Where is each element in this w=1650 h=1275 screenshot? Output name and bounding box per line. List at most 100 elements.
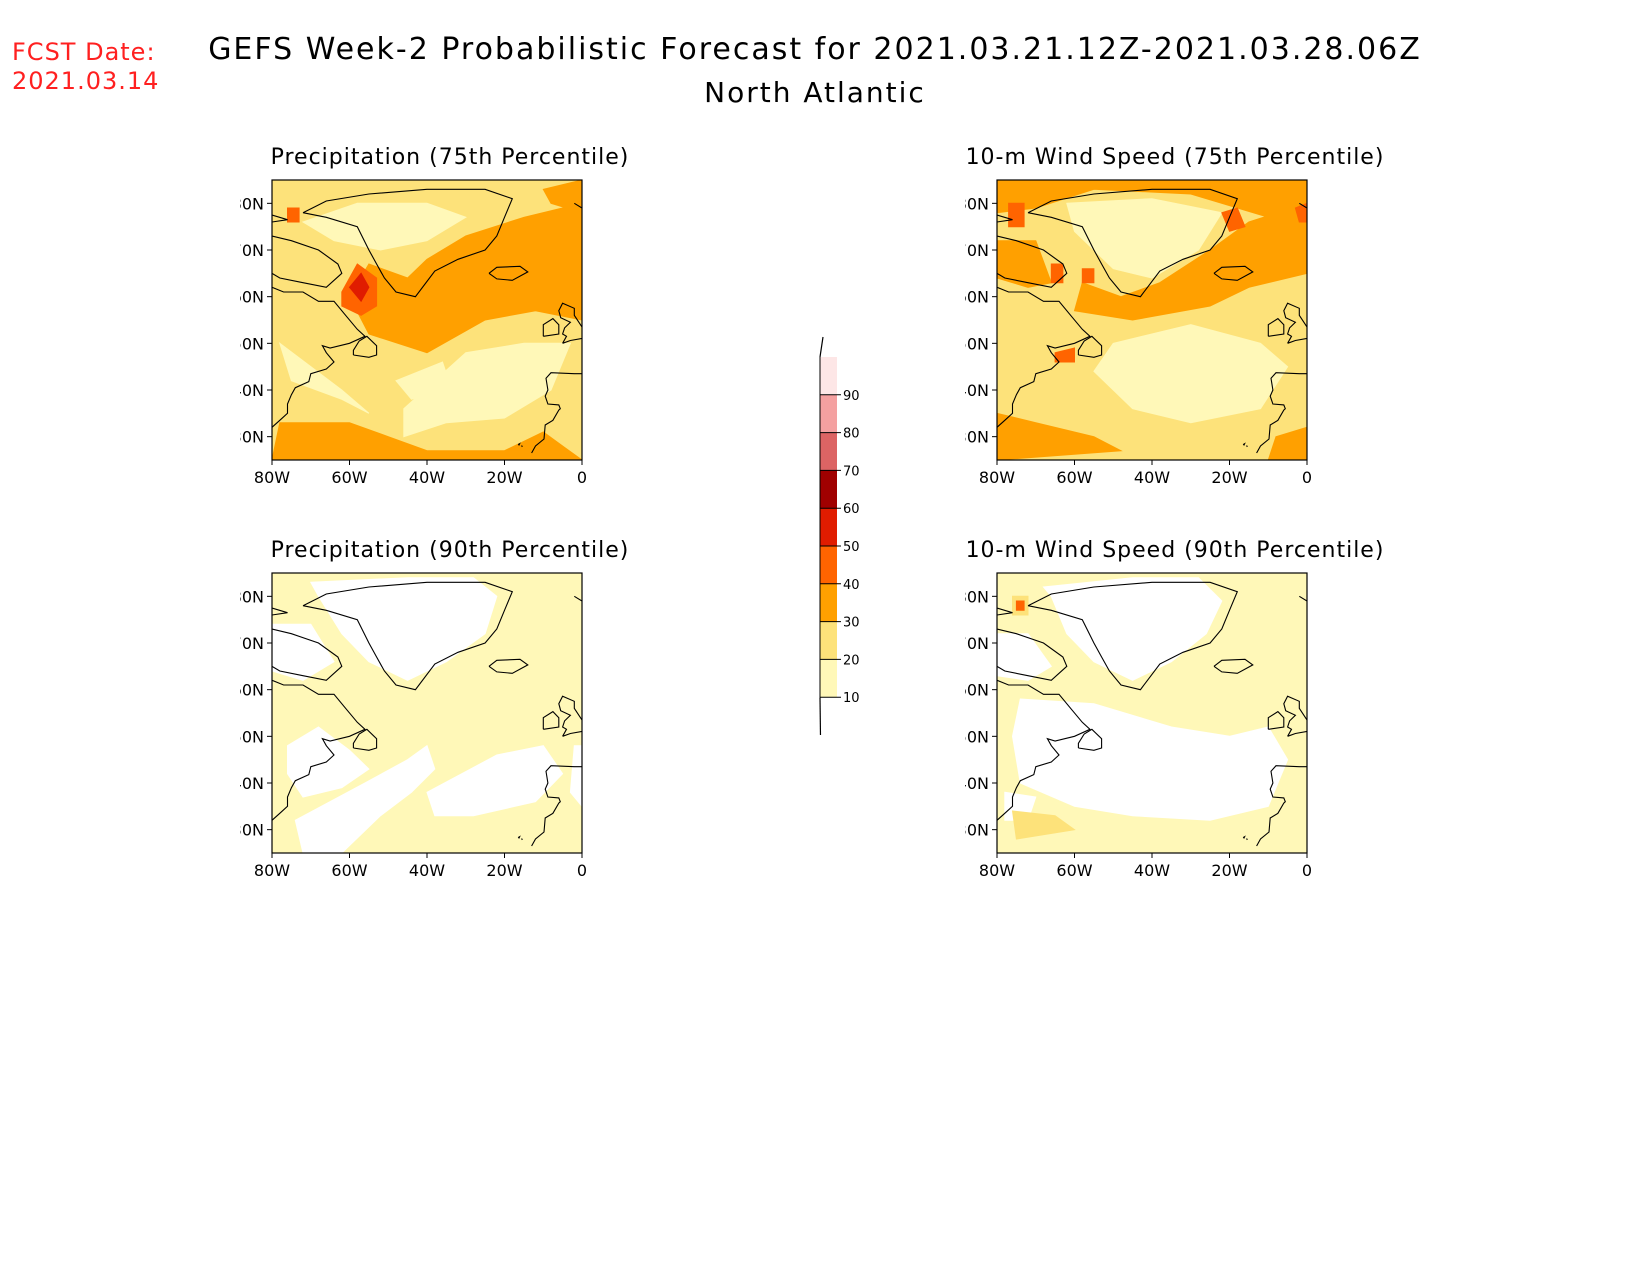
latitude-tick-label: 70N	[965, 241, 989, 260]
coastline	[997, 679, 1091, 821]
latitude-tick-label: 30N	[965, 821, 989, 840]
longitude-tick-label: 20W	[1211, 861, 1247, 880]
coastline	[272, 679, 366, 821]
probability-contour-fill	[272, 422, 582, 460]
probability-contour-fill	[272, 623, 335, 681]
coastline	[521, 445, 523, 448]
colorbar-swatch	[820, 357, 837, 395]
coastline	[1242, 835, 1246, 839]
probability-contour-fill	[569, 745, 582, 808]
panel-title: 10-m Wind Speed (75th Percentile)	[965, 145, 1385, 170]
colorbar-level-label: 30	[843, 616, 860, 631]
map-plot: 80N 70N 60N 50N 40N 30N 80W 60W 40W 20W 0	[240, 572, 587, 880]
coastline	[542, 317, 560, 337]
coastline	[558, 302, 582, 344]
panel-title: Precipitation (75th Percentile)	[270, 145, 630, 170]
coastline	[488, 265, 529, 281]
probability-contour-fill	[1011, 810, 1076, 840]
colorbar-swatch	[820, 470, 837, 509]
probability-contour-fill	[395, 361, 451, 400]
probability-contour-fill	[997, 412, 1123, 460]
coastline	[302, 581, 514, 691]
latitude-tick-label: 80N	[965, 194, 989, 213]
probability-contour-fill	[1015, 600, 1025, 611]
panel-wind-75: 10-m Wind Speed (75th Percentile) 80N 70N…	[965, 145, 1385, 535]
coastline	[1299, 595, 1307, 602]
coastline	[517, 442, 521, 446]
longitude-tick-label: 20W	[486, 861, 522, 880]
colorbar-level-label: 20	[843, 653, 860, 668]
longitude-tick-label: 40W	[409, 468, 445, 487]
latitude-tick-label: 50N	[965, 727, 989, 746]
map-plot: 80N 70N 60N 50N 40N 30N 80W 60W 40W 20W 0	[965, 179, 1312, 487]
latitude-tick-label: 30N	[240, 428, 264, 447]
coastline	[1246, 445, 1248, 448]
probability-contour-fill	[542, 180, 582, 214]
colorbar-swatch	[820, 621, 837, 660]
probability-contour-fill	[1073, 202, 1307, 321]
coastline	[272, 286, 366, 428]
probability-contour-fill	[1008, 202, 1025, 228]
latitude-tick-label: 80N	[240, 587, 264, 606]
map-plot: 80N 70N 60N 50N 40N 30N 80W 60W 40W 20W 0	[240, 179, 587, 487]
longitude-tick-label: 60W	[331, 861, 367, 880]
latitude-tick-label: 30N	[965, 428, 989, 447]
coastline	[531, 765, 582, 847]
page-subtitle: North Atlantic	[704, 76, 926, 109]
probability-contour-fill	[1081, 268, 1095, 284]
probability-contour-fill	[1011, 698, 1289, 821]
latitude-tick-label: 60N	[965, 681, 989, 700]
probability-contour-fill	[348, 272, 370, 303]
longitude-tick-label: 0	[577, 468, 587, 487]
coastline	[997, 628, 1068, 681]
coastline	[272, 235, 343, 288]
probability-contour-fill	[997, 633, 1053, 681]
colorbar-swatch	[820, 432, 837, 471]
coastline	[302, 188, 514, 298]
colorbar-level-label: 90	[843, 389, 860, 404]
coastline	[997, 214, 1013, 223]
colorbar-level-label: 60	[843, 502, 860, 517]
colorbar-level-label: 70	[843, 464, 860, 479]
latitude-tick-label: 70N	[240, 241, 264, 260]
probability-contour-fill	[1050, 263, 1064, 284]
latitude-tick-label: 50N	[965, 334, 989, 353]
probability-contour-fill	[1294, 202, 1307, 223]
colorbar-swatch	[820, 508, 837, 546]
panel-title: 10-m Wind Speed (90th Percentile)	[965, 538, 1385, 563]
panel-title: Precipitation (90th Percentile)	[270, 538, 630, 563]
coastline	[558, 695, 582, 737]
colorbar-level-label: 50	[843, 540, 860, 555]
coastline	[542, 710, 560, 730]
coastline	[1283, 302, 1307, 344]
latitude-tick-label: 60N	[240, 681, 264, 700]
panel-precip-90: Precipitation (90th Percentile) 80N 70N 60…	[240, 538, 660, 928]
colorbar-level-label: 10	[843, 691, 860, 706]
probability-contour-fill	[294, 744, 436, 853]
probability-contour-fill	[426, 745, 564, 817]
probability-contour-fill	[278, 341, 370, 414]
coastline	[574, 202, 582, 209]
page-title: GEFS Week-2 Probabilistic Forecast for 2…	[208, 32, 1422, 67]
colorbar-swatch	[820, 546, 837, 584]
coastline	[1299, 202, 1307, 209]
latitude-tick-label: 50N	[240, 334, 264, 353]
forecast-date-block: FCST Date: 2021.03.14	[12, 38, 159, 96]
probability-contour-fill	[1151, 352, 1277, 400]
latitude-tick-label: 60N	[965, 288, 989, 307]
longitude-tick-label: 40W	[409, 861, 445, 880]
longitude-tick-label: 80W	[979, 861, 1015, 880]
coastline	[997, 235, 1068, 288]
longitude-tick-label: 80W	[254, 861, 290, 880]
coastline	[997, 607, 1013, 616]
latitude-tick-label: 50N	[240, 727, 264, 746]
latitude-tick-label: 40N	[240, 774, 264, 793]
latitude-tick-label: 80N	[965, 587, 989, 606]
colorbar-level-label: 80	[843, 427, 860, 442]
colorbar-swatch	[820, 394, 837, 433]
map-plot: 80N 70N 60N 50N 40N 30N 80W 60W 40W 20W 0	[965, 572, 1312, 880]
coastline	[352, 335, 378, 358]
longitude-tick-label: 60W	[331, 468, 367, 487]
latitude-tick-label: 40N	[965, 381, 989, 400]
colorbar-graphic: 10 20 30 40 50 60 70 80 90	[819, 336, 860, 738]
